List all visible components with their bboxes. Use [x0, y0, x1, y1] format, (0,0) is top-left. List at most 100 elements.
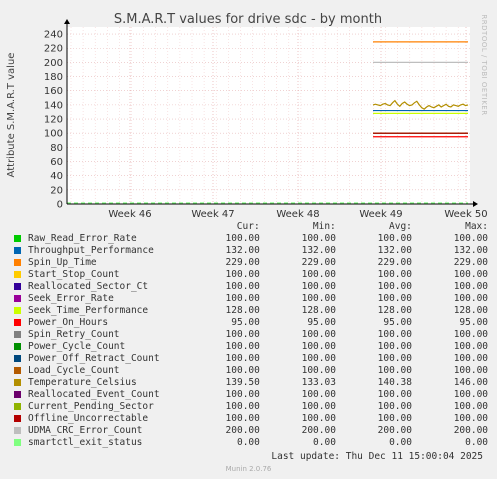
legend-row: Reallocated_Event_Count 100.00 100.00 100.0…	[12, 389, 490, 401]
legend-row: Throughput_Performance 132.00 132.00 132.00…	[12, 245, 490, 257]
x-tick-label: Week 46	[108, 209, 151, 218]
legend-row: Load_Cycle_Count 100.00 100.00 100.00 100.00	[12, 365, 490, 377]
legend-name: Load_Cycle_Count	[28, 365, 120, 376]
legend-name: Seek_Time_Performance	[28, 305, 149, 316]
legend-header: Cur: Min: Avg: Max:	[12, 221, 490, 233]
legend-max: 0.00	[465, 437, 489, 448]
legend-avg: 100.00	[377, 329, 412, 340]
y-tick-label: 180	[44, 72, 63, 83]
legend-swatch	[14, 415, 21, 422]
chart-area: S.M.A.R.T values for drive sdc - by mont…	[6, 12, 488, 218]
x-tick-label: Week 48	[276, 209, 319, 218]
legend-swatch	[14, 403, 21, 410]
legend-row: UDMA_CRC_Error_Count 200.00 200.00 200.00 20…	[12, 425, 490, 437]
legend-row: Start_Stop_Count 100.00 100.00 100.00 100.00	[12, 269, 490, 281]
legend-name: Reallocated_Sector_Ct	[28, 281, 149, 292]
legend-cur: 100.00	[225, 281, 260, 292]
legend-max: 100.00	[453, 281, 489, 292]
legend-min: 100.00	[301, 413, 336, 424]
legend-row: Seek_Time_Performance 128.00 128.00 128.00 1…	[12, 305, 490, 317]
col-cur: Cur:	[236, 221, 260, 232]
legend-min: 100.00	[301, 329, 336, 340]
legend-swatch	[14, 259, 21, 266]
legend-max: 100.00	[453, 341, 489, 352]
legend-row: Reallocated_Sector_Ct 100.00 100.00 100.00 1…	[12, 281, 490, 293]
legend-max: 100.00	[453, 293, 489, 304]
legend-min: 100.00	[301, 293, 336, 304]
legend-row: Current_Pending_Sector 100.00 100.00 100.00…	[12, 401, 490, 413]
legend-min: 229.00	[301, 257, 336, 268]
legend-max: 100.00	[453, 365, 489, 376]
plot-background	[67, 27, 470, 204]
legend-max: 146.00	[453, 377, 489, 388]
legend-avg: 100.00	[377, 341, 412, 352]
legend-cur: 100.00	[225, 269, 260, 280]
x-axis-arrow	[473, 201, 478, 207]
legend-swatch	[14, 331, 21, 338]
legend-avg: 100.00	[377, 401, 412, 412]
legend-name: Current_Pending_Sector	[28, 401, 154, 412]
y-tick-label: 240	[44, 30, 63, 41]
legend-avg: 100.00	[377, 233, 412, 244]
y-tick-label: 40	[50, 171, 63, 182]
legend-cur: 100.00	[225, 293, 260, 304]
col-min: Min:	[312, 221, 336, 232]
legend-max: 100.00	[453, 329, 489, 340]
y-tick-label: 20	[50, 185, 63, 196]
series-line	[372, 99, 469, 110]
legend-name: Spin_Up_Time	[28, 257, 97, 268]
legend-max: 128.00	[453, 305, 489, 316]
legend-cur: 200.00	[225, 425, 260, 436]
x-tick-label: Week 50	[444, 209, 487, 218]
legend-avg: 132.00	[377, 245, 412, 256]
legend-swatch	[14, 355, 21, 362]
col-max: Max:	[465, 221, 488, 232]
legend-min: 100.00	[301, 365, 336, 376]
legend-name: Reallocated_Event_Count	[28, 389, 160, 400]
legend-cur: 100.00	[225, 401, 260, 412]
legend-swatch	[14, 343, 21, 350]
legend-min: 128.00	[301, 305, 336, 316]
y-tick-label: 220	[44, 44, 63, 55]
legend-avg: 140.38	[377, 377, 412, 388]
legend-min: 132.00	[301, 245, 336, 256]
legend-min: 100.00	[301, 233, 336, 244]
x-tick-label: Week 47	[191, 209, 234, 218]
legend-row: smartctl_exit_status 0.00 0.00 0.00 0.00	[12, 437, 490, 449]
legend-avg: 95.00	[383, 317, 412, 328]
y-tick-label: 200	[44, 58, 63, 69]
y-axis-arrow	[64, 19, 70, 24]
legend-avg: 0.00	[389, 437, 412, 448]
legend-cur: 100.00	[225, 365, 260, 376]
legend-avg: 100.00	[377, 413, 412, 424]
legend-cur: 100.00	[225, 413, 260, 424]
legend-row: Spin_Retry_Count 100.00 100.00 100.00 100.00	[12, 329, 490, 341]
legend-max: 100.00	[453, 233, 489, 244]
legend-row: Power_Off_Retract_Count 100.00 100.00 100.0…	[12, 353, 490, 365]
legend-swatch	[14, 307, 21, 314]
legend-min: 95.00	[307, 317, 336, 328]
legend-swatch	[14, 391, 21, 398]
y-tick-label: 100	[44, 129, 63, 140]
legend-swatch	[14, 379, 21, 386]
legend-min: 0.00	[313, 437, 336, 448]
rrdtool-credit: RRDTOOL / TOBI OETIKER	[480, 14, 488, 115]
legend-avg: 100.00	[377, 293, 412, 304]
legend-swatch	[14, 283, 21, 290]
legend-max: 95.00	[459, 317, 489, 328]
legend-name: UDMA_CRC_Error_Count	[28, 425, 143, 436]
legend-avg: 128.00	[377, 305, 412, 316]
y-tick-label: 80	[50, 143, 63, 154]
legend-row: Power_Cycle_Count 100.00 100.00 100.00 100.0…	[12, 341, 490, 353]
legend-cur: 139.50	[225, 377, 260, 388]
legend-cur: 100.00	[225, 353, 260, 364]
chart-title: S.M.A.R.T values for drive sdc - by mont…	[114, 12, 382, 27]
legend-swatch	[14, 427, 21, 434]
legend-row: Raw_Read_Error_Rate 100.00 100.00 100.00 100…	[12, 233, 490, 245]
munin-version: Munin 2.0.76	[225, 465, 272, 473]
legend-swatch	[14, 295, 21, 302]
legend-min: 100.00	[301, 269, 336, 280]
legend-cur: 0.00	[236, 437, 260, 448]
legend-min: 100.00	[301, 401, 336, 412]
legend-name: Spin_Retry_Count	[28, 329, 120, 340]
